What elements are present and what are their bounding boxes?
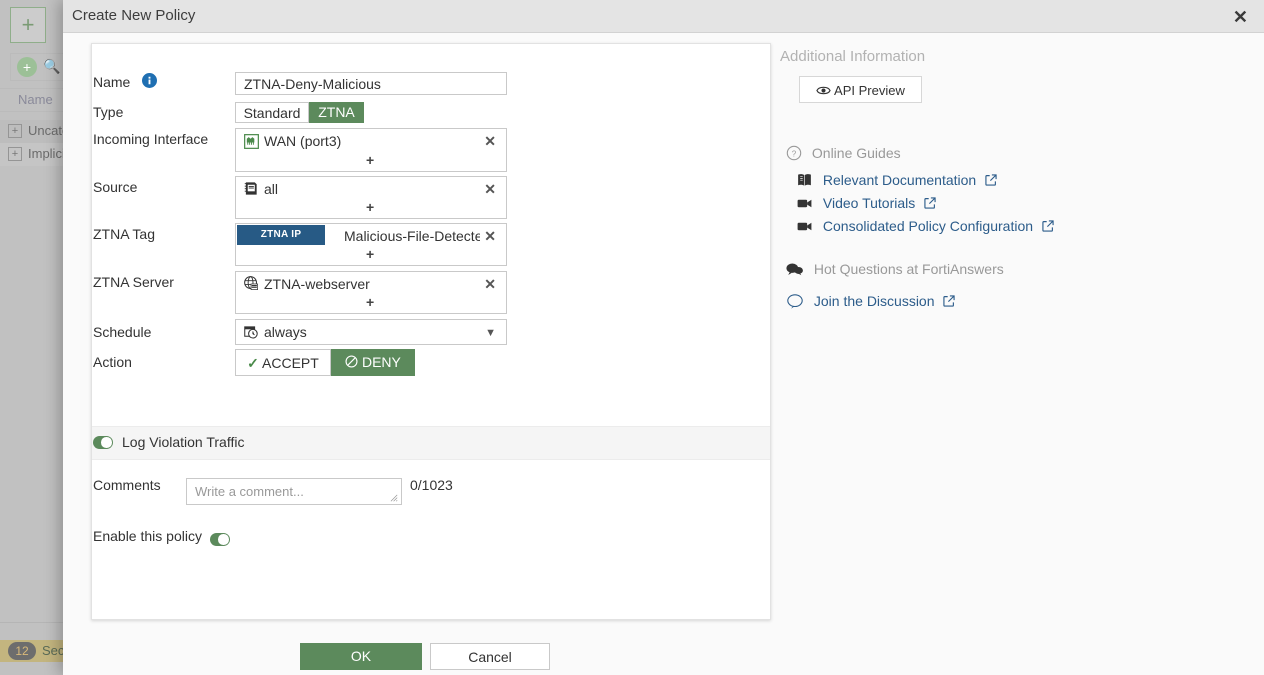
svg-text:?: ? bbox=[792, 149, 797, 158]
